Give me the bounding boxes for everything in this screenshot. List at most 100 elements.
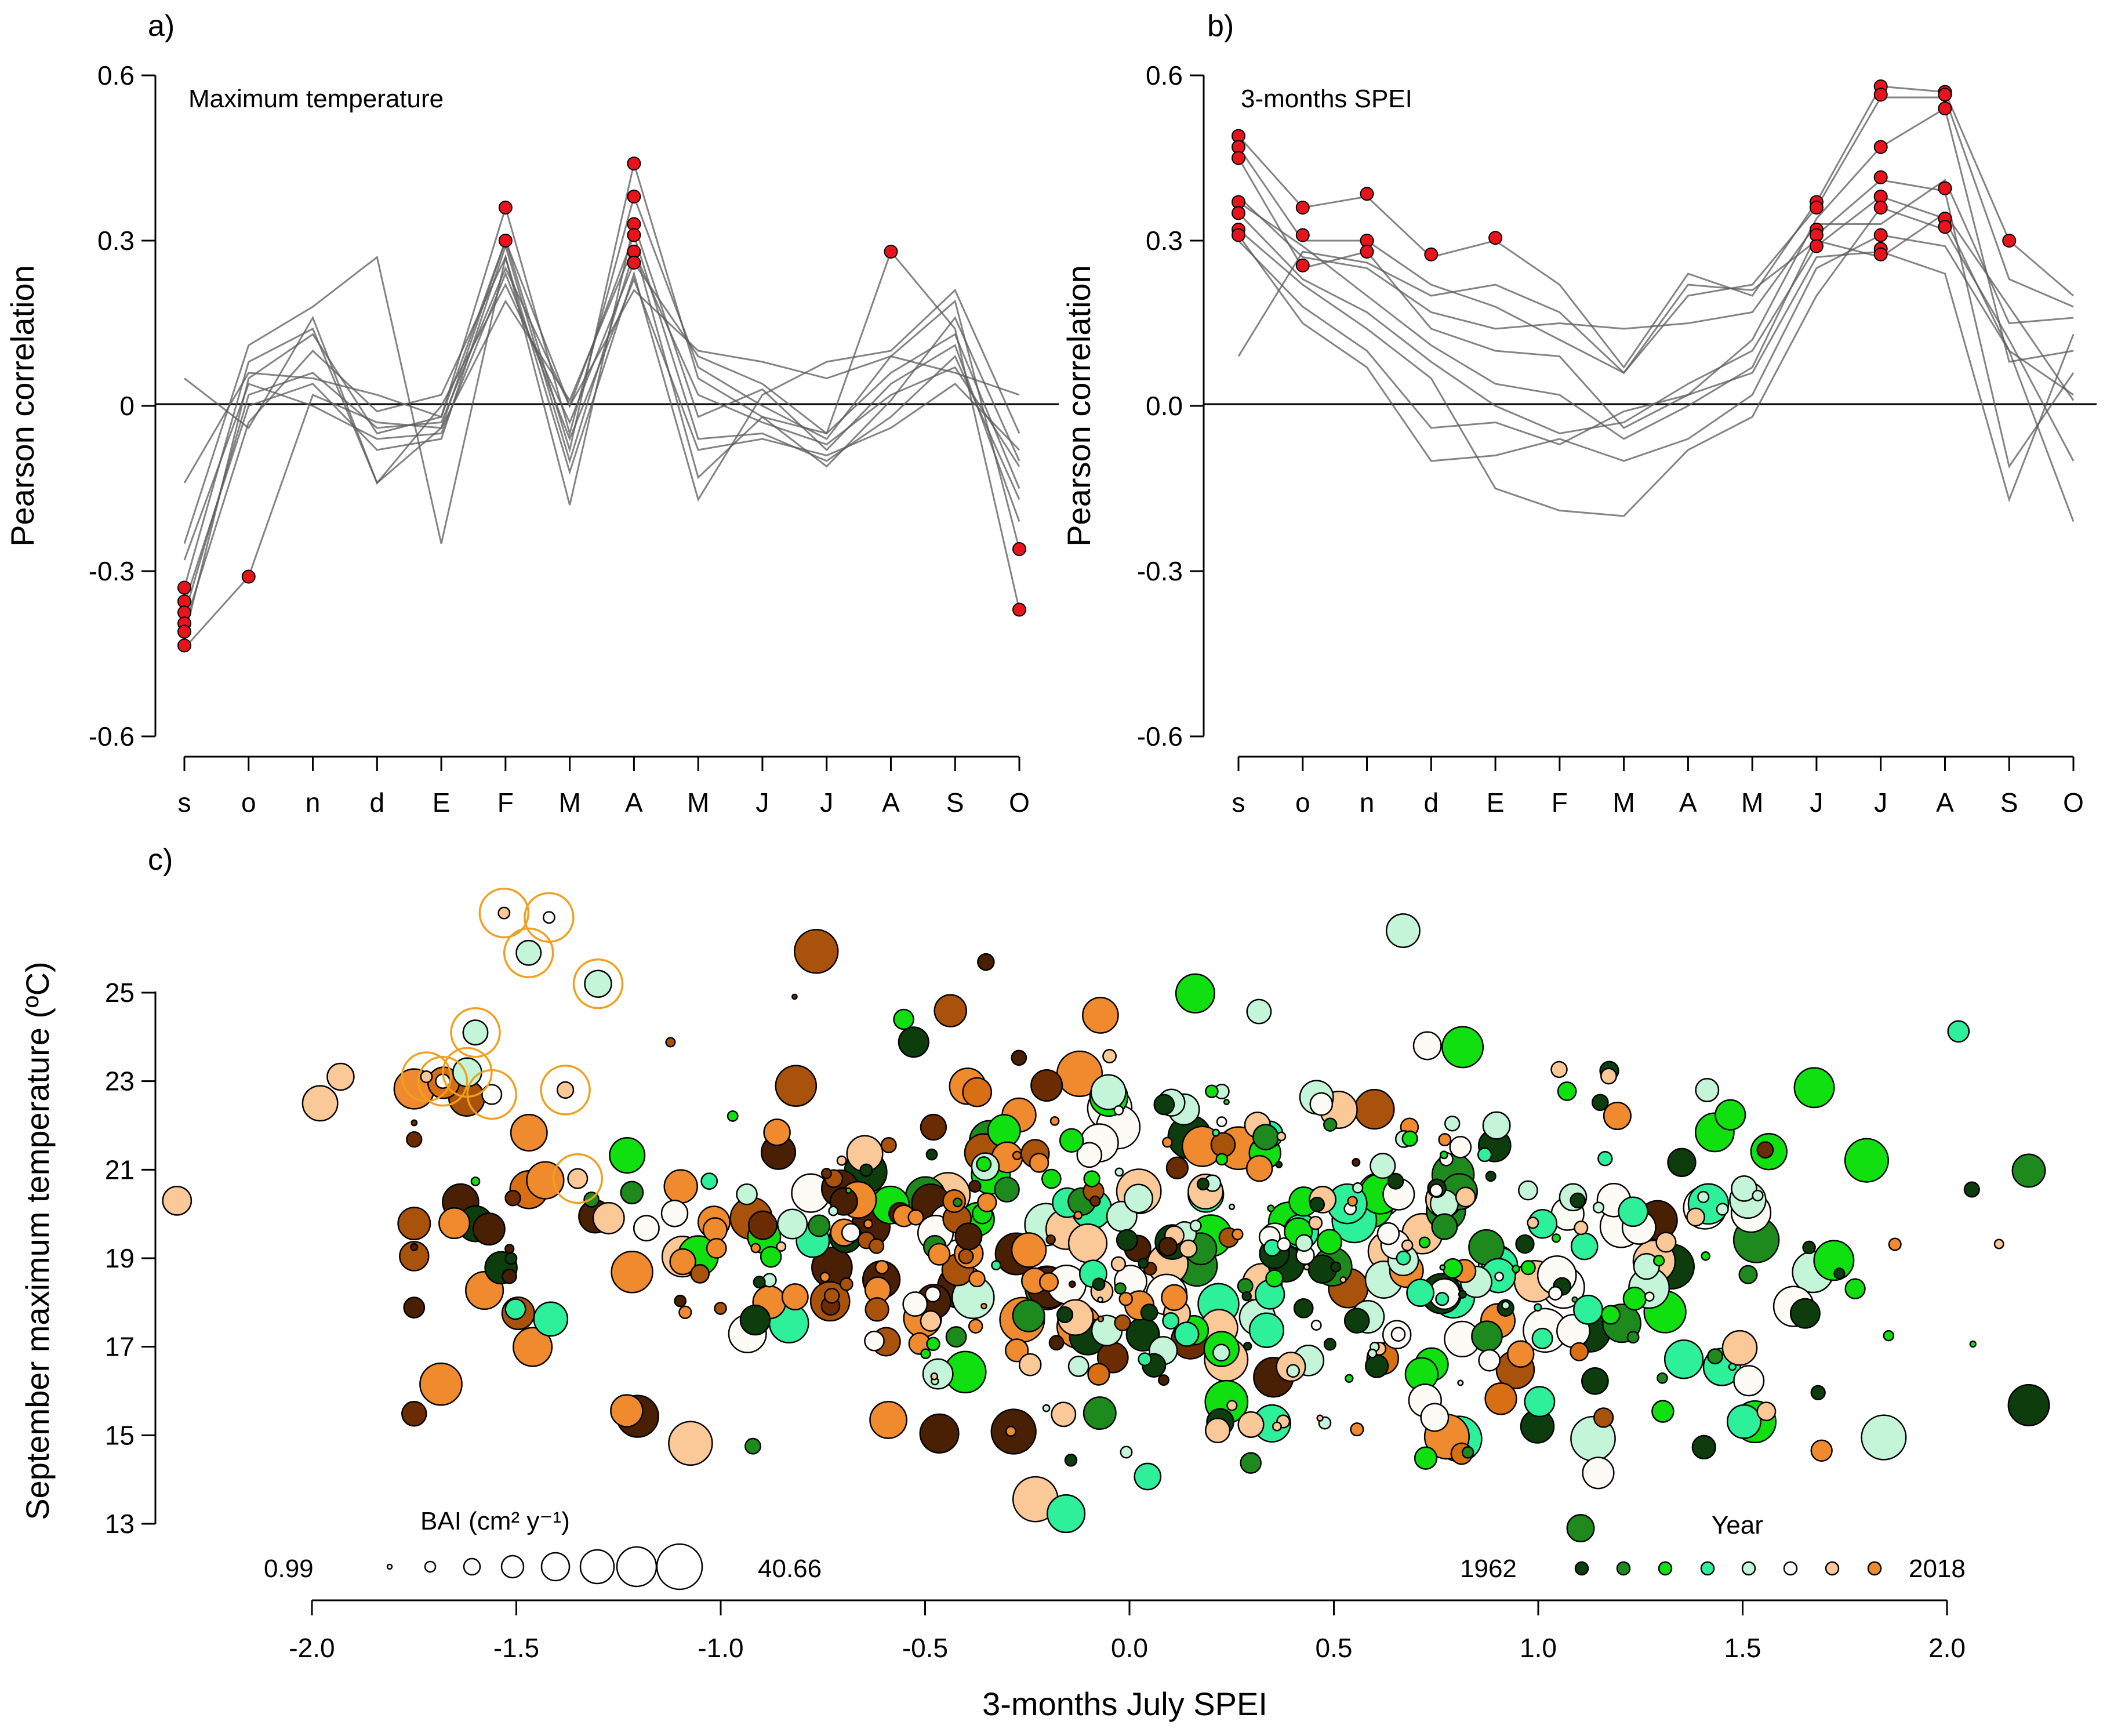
panel-a-series-line <box>184 243 1020 485</box>
panel-c-point <box>1350 1422 1364 1437</box>
panel-c-point <box>1189 1219 1202 1232</box>
panel-c-point <box>874 1260 889 1274</box>
panel-c-point <box>660 1199 689 1227</box>
panel-b-chart: b) 3-months SPEI Pearson correlation 0.6… <box>1060 9 2097 818</box>
panel-c-point <box>1030 1069 1063 1102</box>
panel-c-point <box>1527 1216 1539 1229</box>
panel-c-point <box>1113 1105 1124 1116</box>
panel-b-xtick-label: d <box>1424 787 1439 818</box>
panel-c-point <box>898 1026 929 1058</box>
panel-c-point <box>1097 1296 1104 1303</box>
panel-c-point <box>1343 1308 1370 1334</box>
panel-c-point <box>919 1413 960 1454</box>
panel-c-point <box>1114 1167 1124 1177</box>
panel-c-point <box>1457 1379 1464 1386</box>
panel-c-outlier-ring <box>401 1051 452 1102</box>
panel-c-point <box>1153 1094 1175 1116</box>
bai-legend-circles <box>386 1543 703 1590</box>
panel-c-point <box>556 1081 575 1099</box>
panel-b-highlight-dot <box>1873 88 1888 102</box>
panel-b-highlight-dot <box>1873 170 1888 184</box>
panel-c-point <box>1947 1020 1970 1043</box>
panel-c-point <box>1138 1352 1152 1367</box>
panel-b-xtick-label: O <box>2063 787 2084 818</box>
panel-c-points <box>162 906 2050 1543</box>
panel-c-point <box>1520 1260 1536 1276</box>
panel-c-point <box>1444 1115 1461 1132</box>
panel-c-point <box>1566 1514 1595 1543</box>
panel-c-point <box>1721 1330 1758 1366</box>
panel-c-point <box>1726 1404 1761 1439</box>
panel-c-point <box>1793 1067 1835 1109</box>
panel-c-point <box>162 1185 192 1216</box>
panel-b-highlight-dot <box>1488 231 1503 245</box>
panel-a-series-line <box>183 160 1020 649</box>
panel-c-point <box>920 1348 931 1360</box>
panel-c-point <box>1574 1221 1589 1236</box>
panel-c-point <box>1707 1348 1723 1365</box>
panel-b-highlight-dot <box>1360 187 1374 201</box>
panel-c-point <box>1506 1340 1535 1368</box>
panel-c-point <box>863 1219 873 1229</box>
panel-a-series-line <box>183 243 1020 605</box>
panel-c-point <box>1603 1101 1632 1131</box>
panel-c-point <box>1810 1439 1833 1462</box>
panel-c-point <box>609 1137 646 1174</box>
panel-c-point <box>513 1327 553 1367</box>
panel-c-point <box>933 994 967 1027</box>
panel-c-xlabel: 3-months July SPEI <box>982 1686 1267 1722</box>
panel-c-point <box>1597 1151 1613 1167</box>
panel-c-point <box>1600 1067 1617 1085</box>
panel-c-point <box>1092 1277 1106 1291</box>
panel-b-highlight-dot <box>1232 206 1245 220</box>
panel-c-point <box>470 1176 481 1186</box>
panel-c-xtick-label: 2.0 <box>1928 1633 1966 1663</box>
panel-c-point <box>611 1251 653 1294</box>
year-legend-swatches <box>1574 1561 1882 1576</box>
panel-c-point <box>1309 1092 1334 1116</box>
panel-c-point <box>1512 1265 1520 1273</box>
panel-a-series-line <box>183 253 1020 544</box>
panel-c-point <box>962 1077 993 1107</box>
panel-a-series-line <box>183 271 1020 561</box>
panel-c-point <box>1293 1298 1314 1319</box>
panel-c-point <box>968 1319 983 1334</box>
panel-c-point <box>1252 1124 1279 1150</box>
panel-c-point <box>1140 1303 1158 1321</box>
bai-legend-circle <box>424 1560 437 1573</box>
panel-c-point <box>1232 1228 1244 1240</box>
panel-c-point <box>1653 1255 1665 1267</box>
panel-a-highlight-dot <box>627 228 641 242</box>
panel-c-point <box>504 1298 526 1320</box>
panel-c-point <box>925 1148 938 1161</box>
panel-a-highlight-dot <box>1012 542 1027 556</box>
panel-c-point <box>820 1168 833 1179</box>
panel-c-point <box>1802 1240 1816 1255</box>
panel-c-point <box>1082 997 1119 1034</box>
panel-c-point <box>1701 1251 1710 1261</box>
panel-b-highlight-dot <box>1938 101 1952 115</box>
panel-a-xtick-label: o <box>241 787 256 818</box>
panel-c-point <box>1651 1400 1675 1423</box>
panel-b-series-line <box>1237 212 2075 401</box>
panel-c-point <box>1550 1061 1568 1078</box>
panel-a-xtick-label: F <box>497 787 514 818</box>
panel-c-point <box>1174 1321 1200 1347</box>
panel-c-point <box>777 1208 808 1240</box>
panel-c-point <box>1246 998 1272 1025</box>
panel-c-point <box>1114 1282 1127 1295</box>
bai-legend-max: 40.66 <box>758 1555 822 1583</box>
panel-b-xtick-label: S <box>2000 787 2018 818</box>
panel-c-point <box>1969 1340 1977 1348</box>
panel-c-point <box>893 1008 914 1030</box>
panel-c-point <box>1012 1150 1022 1161</box>
bai-legend-circle <box>656 1543 703 1590</box>
panel-b-series-line <box>1237 234 2075 522</box>
panel-c-point <box>1068 1280 1076 1288</box>
panel-c-point <box>1551 1233 1561 1243</box>
panel-c-yticks: 25 23 21 19 17 15 13 <box>105 978 155 1539</box>
panel-b-ytick-label: -0.6 <box>1137 721 1183 751</box>
bai-legend-title: BAI (cm² y⁻¹) <box>420 1507 570 1535</box>
panel-c-outlier-ring <box>478 887 530 939</box>
panel-c-point <box>1364 1354 1389 1378</box>
